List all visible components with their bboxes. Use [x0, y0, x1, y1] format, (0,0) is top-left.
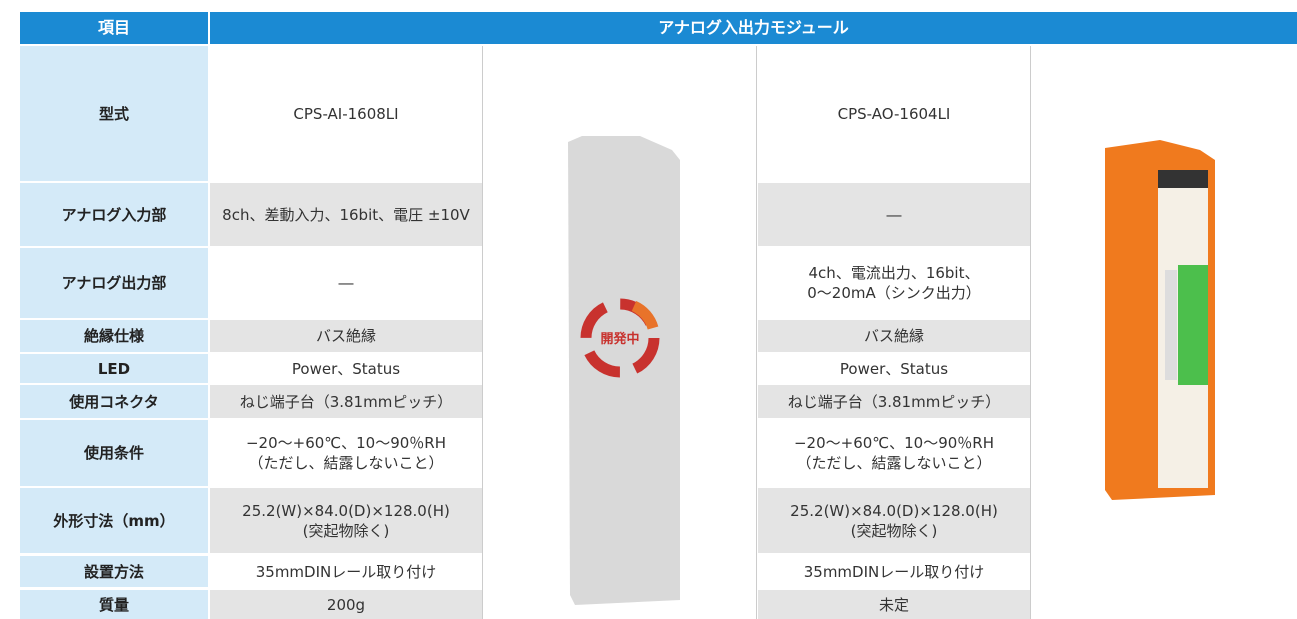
badge-ring	[580, 298, 660, 378]
header-cell: 項目	[20, 12, 208, 44]
spec-cell: 未定	[758, 590, 1030, 619]
header-cell: アナログ入出力モジュール	[210, 12, 1297, 44]
cell-text: CPS-AI-1608LI	[293, 104, 399, 123]
cell-text: （ただし、結露しないこと）	[796, 454, 992, 472]
row-label: アナログ入力部	[20, 183, 208, 246]
cell-text: ―	[338, 274, 354, 292]
cell-text: 200g	[326, 595, 366, 614]
cell-text: 項目	[97, 18, 130, 37]
spec-cell: CPS-AO-1604LI	[758, 46, 1030, 181]
cell-text: 0〜20mA（シンク出力）	[807, 284, 981, 302]
row-label: 絶縁仕様	[20, 320, 208, 352]
column-divider	[756, 46, 757, 619]
cell-text: Power、Status	[291, 359, 401, 378]
cell-text: （ただし、結露しないこと）	[248, 454, 444, 472]
cell-text: 使用コネクタ	[69, 392, 159, 411]
cell-text: アナログ入出力モジュール	[658, 18, 849, 37]
spec-cell: バス絶縁	[758, 320, 1030, 352]
spec-cell: 25.2(W)×84.0(D)×128.0(H) (突起物除く)	[210, 488, 482, 553]
cell-text: Power、Status	[839, 359, 949, 378]
row-label: 設置方法	[20, 556, 208, 587]
column-divider	[482, 46, 483, 619]
row-label: 質量	[20, 590, 208, 619]
spec-cell: 200g	[210, 590, 482, 619]
cell-text: (突起物除く)	[850, 521, 938, 540]
row-label: 使用コネクタ	[20, 385, 208, 418]
spec-cell: Power、Status	[758, 354, 1030, 383]
column-divider	[1030, 46, 1031, 619]
row-label: アナログ出力部	[20, 248, 208, 318]
cell-text: アナログ入力部	[61, 205, 167, 224]
spec-cell: 35mmDINレール取り付け	[210, 556, 482, 587]
spec-cell: −20〜+60℃、10〜90％RH （ただし、結露しないこと）	[210, 420, 482, 486]
spec-cell: Power、Status	[210, 354, 482, 383]
spec-cell: 8ch、差動入力、16bit、電圧 ±10V	[210, 183, 482, 246]
module-placeholder	[568, 136, 680, 605]
cell-text: −20〜+60℃、10〜90％RH	[793, 434, 995, 452]
cell-text: ねじ端子台（3.81mmピッチ）	[239, 392, 453, 411]
cell-text: 絶縁仕様	[83, 327, 144, 345]
row-label: 外形寸法（mm）	[20, 488, 208, 553]
spec-cell: ねじ端子台（3.81mmピッチ）	[210, 385, 482, 418]
cell-text: 型式	[98, 104, 129, 123]
cell-text: 35mmDINレール取り付け	[803, 562, 985, 581]
cell-text: 設置方法	[83, 562, 144, 581]
cell-text: −20〜+60℃、10〜90％RH	[245, 434, 447, 452]
cell-text: ―	[886, 205, 902, 224]
orange-module	[1105, 140, 1215, 500]
cell-text: ねじ端子台（3.81mmピッチ）	[787, 392, 1001, 411]
spec-cell: −20〜+60℃、10〜90％RH （ただし、結露しないこと）	[758, 420, 1030, 486]
row-label: 使用条件	[20, 420, 208, 486]
cell-text: バス絶縁	[315, 327, 376, 345]
cell-text: 25.2(W)×84.0(D)×128.0(H)	[790, 501, 998, 520]
cell-text: バス絶縁	[863, 327, 924, 345]
badge-text: 開発中	[600, 331, 639, 347]
cell-text: 外形寸法（mm）	[53, 511, 175, 530]
cell-text: CPS-AO-1604LI	[837, 104, 951, 123]
row-label: 型式	[20, 46, 208, 181]
spec-cell: バス絶縁	[210, 320, 482, 352]
spec-cell: CPS-AI-1608LI	[210, 46, 482, 181]
spec-cell: ―	[758, 183, 1030, 246]
cell-text: 25.2(W)×84.0(D)×128.0(H)	[242, 501, 450, 520]
spec-cell: 25.2(W)×84.0(D)×128.0(H) (突起物除く)	[758, 488, 1030, 553]
cell-text: アナログ出力部	[61, 274, 167, 292]
row-label: LED	[20, 354, 208, 383]
cell-text: 35mmDINレール取り付け	[255, 562, 437, 581]
cell-text: 4ch、電流出力、16bit、	[808, 264, 980, 282]
spec-cell: ―	[210, 248, 482, 318]
cell-text: 質量	[98, 595, 129, 614]
cell-text: 8ch、差動入力、16bit、電圧 ±10V	[222, 205, 470, 224]
cell-text: 未定	[878, 595, 909, 614]
spec-cell: 4ch、電流出力、16bit、 0〜20mA（シンク出力）	[758, 248, 1030, 318]
cell-text: LED	[97, 359, 131, 378]
spec-cell: ねじ端子台（3.81mmピッチ）	[758, 385, 1030, 418]
cell-text: 使用条件	[83, 444, 144, 462]
cell-text: (突起物除く)	[302, 521, 390, 540]
spec-cell: 35mmDINレール取り付け	[758, 556, 1030, 587]
